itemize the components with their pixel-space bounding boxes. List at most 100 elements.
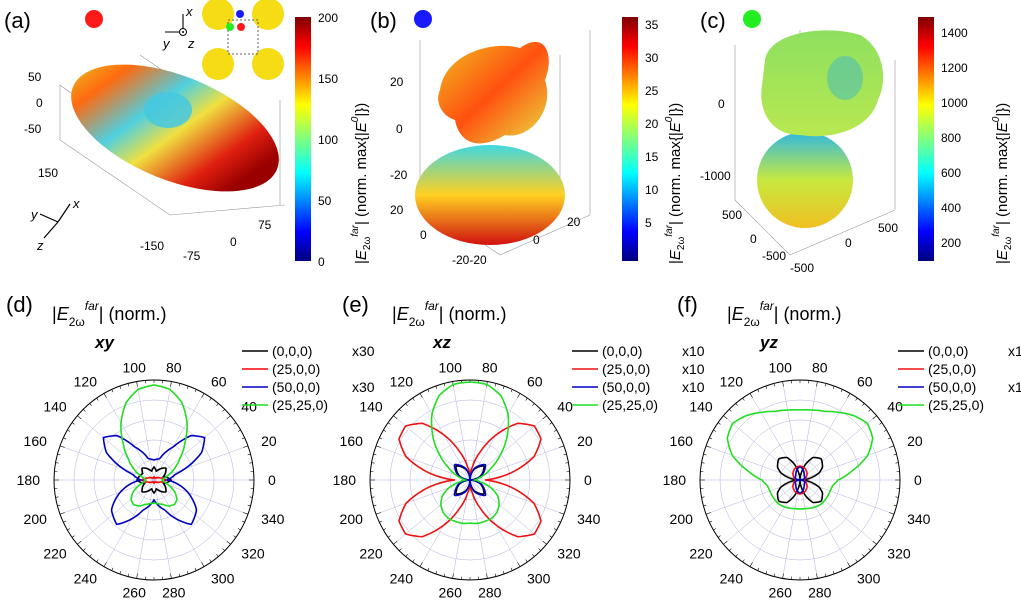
tick-label: 50 [28,70,42,84]
angle-label: 40 [241,399,257,415]
polar-chart-(d): 0 20 40 60 80 100 120 140 160 180 200 220 240 260 280 3… [17,343,375,600]
colorbar-tick: 1200 [941,61,968,75]
legend-scale-note: x10 [682,361,705,377]
tick-mark [542,540,547,545]
angle-label: 220 [43,545,67,561]
panel-b-marker-icon [414,10,432,28]
tick-mark [119,571,122,575]
tick-mark [559,445,565,448]
tick-mark [222,548,225,551]
tick-mark [178,383,181,387]
angle-label: 40 [557,399,573,415]
tick-mark [209,559,212,563]
angle-label: 0 [584,472,592,488]
tick-mark [749,562,753,567]
tick-mark [435,385,438,389]
tick-mark [373,453,377,456]
tick-mark [832,571,835,575]
grid-spoke [799,479,895,515]
tick-mark [111,567,114,571]
colorbar-b: 35 30 25 20 15 10 5 |E2ωfar| (norm. max{… [622,17,687,264]
panel-c-lower-lobe [757,132,853,228]
tick-mark [427,389,430,393]
angle-label: 280 [478,584,502,600]
tick-mark [549,535,553,538]
tick-mark [103,393,107,398]
tick-mark [517,562,521,567]
angle-label: 340 [907,511,931,527]
colorbar-a-gradient [295,17,311,261]
tick-mark [883,429,887,432]
grid-spoke [153,381,172,481]
tick-mark [243,445,249,448]
grid-spoke [799,479,851,567]
tick-mark [701,462,705,464]
colorbar-a: 200 150 100 50 0 |E2ωfar| (norm. max{|E0… [295,11,373,269]
tick-mark [419,393,423,398]
tick-mark [89,403,92,406]
angle-label: 260 [439,584,463,600]
panel-b-lower-lobe [415,145,565,245]
angle-label: 0 [268,472,276,488]
tick-mark [452,573,454,579]
tick-mark [559,512,565,515]
tick-mark [742,397,745,401]
tick-mark [419,562,423,567]
tick-mark [494,573,497,577]
panel-f-label: (f) [677,292,698,317]
colorbar-tick: 15 [645,150,659,164]
angle-label: 120 [390,373,414,389]
angle-label: 180 [17,472,41,488]
legend-label: (0,0,0) [602,343,642,359]
tick-mark [170,573,172,579]
tick-mark [549,422,553,425]
tick-mark [553,528,557,531]
tick-mark [83,548,86,551]
polar-legend: (0,0,0) x10 (25,0,0) (50,0,0) x10 (25,25,0) [898,343,1021,413]
tick-mark [832,385,835,389]
tick-label: 0 [750,232,757,246]
colorbar-tick: 20 [645,117,659,131]
position-marker-red [237,23,245,31]
tick-mark [435,571,438,575]
grid-spoke [469,479,565,515]
grid-spoke [799,479,818,579]
angle-label: 20 [907,433,923,449]
tick-mark [59,512,65,515]
colorbar-tick: 0 [318,255,325,269]
angle-label: 340 [577,511,601,527]
legend-scale-note: x10 [682,343,705,359]
panel-f-title: |E2ωfar| (norm.) [727,299,841,329]
tick-mark [816,381,818,387]
tick-mark [241,437,245,440]
tick-mark [237,528,241,531]
tick-mark [249,462,253,464]
angle-label: 340 [261,511,285,527]
grid-spoke [749,393,801,481]
tick-mark [241,520,245,523]
colorbar-tick: 1000 [941,96,968,110]
panel-e-title: |E2ωfar| (norm.) [392,299,506,329]
tick-mark [375,445,381,448]
tick-mark [510,567,513,571]
tick-label: 0 [718,97,725,111]
tick-label: 500 [878,221,898,235]
angle-label: 20 [577,433,593,449]
inset-x-label: x [185,4,193,19]
angle-label: 100 [769,360,793,376]
colorbar-c-gradient [918,17,934,261]
tick-mark [216,403,219,406]
tick-mark [201,393,205,398]
colorbar-c-title: |E2ωfar| (norm. max{|E0|}) [991,103,1014,264]
tick-mark [201,562,205,567]
tick-mark [840,567,843,571]
tick-label: 0 [396,122,403,136]
panel-a-label: (a) [4,8,31,33]
tick-mark [186,571,189,575]
legend-label: (0,0,0) [928,343,968,359]
tick-mark [705,512,711,515]
colorbar-tick: 35 [645,18,659,32]
tick-mark [237,429,241,432]
polar-ticks [54,380,254,580]
colorbar-b-title: |E2ωfar| (norm. max{|E0|}) [664,103,687,264]
